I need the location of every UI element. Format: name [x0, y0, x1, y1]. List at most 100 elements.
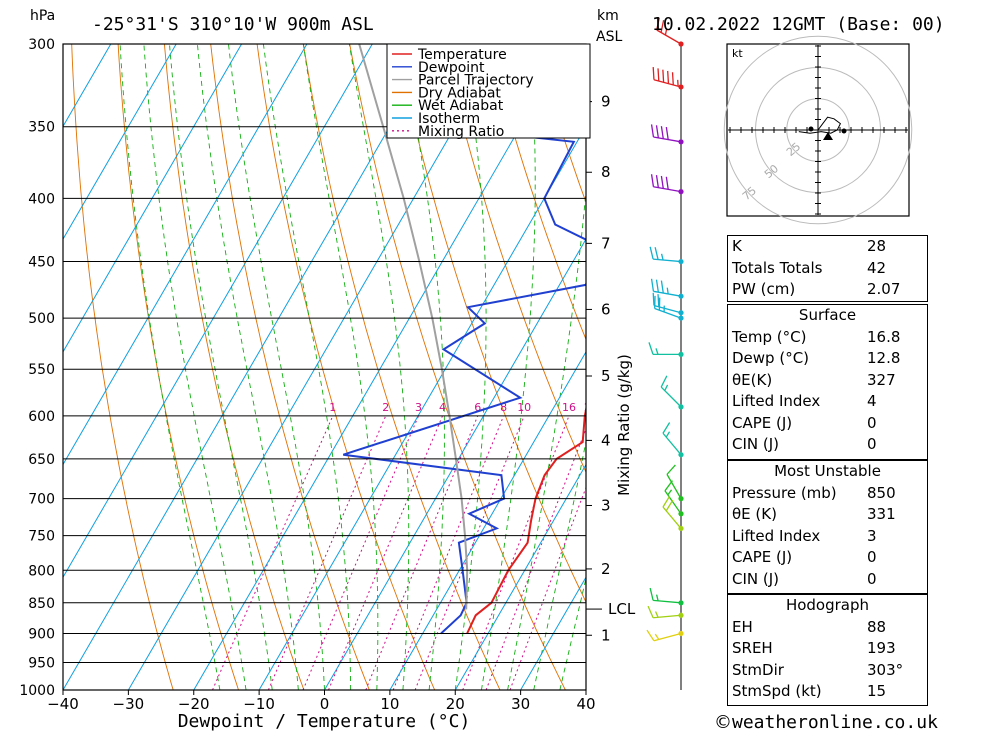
wet-adiabat-line	[262, 44, 352, 690]
wind-barb-flag	[657, 68, 660, 82]
hodograph-stats-panel: Hodograph EH 88 SREH 193 StmDir 303° StmSpd (k…	[727, 594, 928, 706]
row-label: Lifted Index	[732, 526, 821, 545]
wind-barb-dot	[678, 351, 684, 357]
surface-row: Lifted Index 4	[728, 391, 927, 413]
row-label: CAPE (J)	[732, 548, 793, 566]
wind-barb-staff	[653, 79, 682, 88]
wind-barb	[656, 17, 684, 47]
isotherm-line	[324, 238, 586, 690]
pressure-tick-label: 700	[28, 492, 55, 508]
mixing-ratio-line	[212, 415, 334, 690]
x-tick-label: 40	[576, 695, 595, 713]
surface-panel: Surface Temp (°C) 16.8 Dewp (°C) 12.8 θE(K) 3…	[727, 304, 928, 460]
wind-barb-flag	[655, 125, 659, 138]
most-unstable-row: θE (K) 331	[728, 504, 927, 526]
wind-barb-dot	[678, 258, 684, 265]
asl-label: ASL	[596, 29, 622, 45]
pressure-tick-label: 300	[28, 37, 55, 53]
indices-row: K 28	[728, 236, 927, 258]
mixing-ratio-label: 10	[517, 401, 531, 414]
row-value: 303°	[867, 660, 904, 679]
pressure-tick-label: 800	[28, 563, 55, 579]
hodograph-stats-title: Hodograph	[785, 596, 870, 614]
wind-barb-flag	[650, 124, 655, 138]
isotherm-line	[258, 125, 586, 690]
wind-barb-half-flag	[667, 489, 673, 496]
wind-barb-half-flag	[664, 28, 668, 36]
row-label: EH	[732, 617, 753, 636]
wind-barb-staff	[653, 186, 682, 193]
footer-copyright: ©weatheronline.co.uk	[714, 712, 938, 733]
wind-barb-flag	[657, 294, 660, 307]
row-label: θE(K)	[732, 370, 773, 389]
wind-barb-dot	[678, 612, 684, 618]
most-unstable-panel: Most Unstable Pressure (mb) 850 θE (K) 331 L…	[727, 460, 928, 594]
pressure-tick-label: 1000	[19, 683, 55, 699]
row-value: 42	[867, 258, 887, 277]
wind-barb-dot	[678, 600, 684, 606]
wind-barb-dot	[678, 41, 684, 47]
row-label: StmDir	[732, 660, 784, 679]
pressure-tick-label: 900	[28, 626, 55, 642]
isotherm-line	[63, 44, 177, 241]
pressure-tick-label: 850	[28, 596, 55, 612]
row-label: CAPE (J)	[732, 413, 793, 432]
row-label: Pressure (mb)	[732, 483, 837, 502]
wind-barb	[662, 422, 684, 458]
row-label: K	[732, 237, 742, 255]
dry-adiabat-line	[488, 44, 586, 341]
wind-barb-flag	[667, 70, 670, 84]
pressure-tick-label: 450	[28, 255, 55, 271]
hodograph-stats-row: EH 88	[728, 617, 927, 639]
most-unstable-row: Lifted Index 3	[728, 526, 927, 548]
pressure-tick-label: 750	[28, 529, 55, 545]
legend-item: Wet Adiabat	[418, 98, 504, 114]
wind-barb-flag	[660, 126, 664, 139]
wind-barb-flag	[660, 375, 668, 388]
dry-adiabat-line	[210, 44, 370, 690]
x-tick-label: 10	[380, 695, 399, 713]
x-tick-label: 0	[320, 695, 330, 713]
height-tick-label: 5	[601, 367, 611, 385]
row-value: 12.8	[867, 349, 901, 367]
height-tick-label: 9	[601, 93, 611, 111]
wet-adiabat-line	[507, 186, 586, 690]
wind-barb-flag	[662, 69, 665, 83]
wind-barb-flag	[649, 587, 654, 601]
row-label: θE (K)	[732, 505, 777, 523]
hodograph-stats-rows: EH 88 SREH 193 StmDir 303° StmSpd (kt) 15	[728, 617, 927, 703]
wind-barb-flag	[664, 480, 673, 492]
row-label: PW (cm)	[732, 280, 796, 298]
wind-barb	[660, 375, 684, 410]
hodograph-trace	[798, 116, 842, 134]
most-unstable-row: CAPE (J) 0	[728, 547, 927, 569]
legend-item: Mixing Ratio	[418, 124, 504, 140]
height-tick-label: 2	[601, 560, 611, 578]
wet-adiabat-line	[119, 44, 221, 690]
wind-barb-dot	[678, 189, 684, 195]
hodograph-marker	[841, 128, 847, 134]
row-label: SREH	[732, 639, 773, 657]
height-tick-label: 6	[601, 300, 611, 318]
height-tick-label: 7	[601, 234, 611, 252]
row-value: 4	[867, 392, 877, 410]
wet-adiabat-line	[143, 44, 247, 690]
wind-barb-staff	[662, 432, 682, 456]
dry-adiabat-line	[395, 44, 586, 604]
pressure-tick-label: 400	[28, 191, 55, 207]
wind-barb-flag	[662, 495, 671, 508]
wind-barb-flag	[671, 72, 674, 85]
wind-barb-half-flag	[666, 287, 669, 295]
pressure-tick-label: 950	[28, 655, 55, 671]
wind-barb-dot	[678, 315, 684, 321]
x-tick-label: 20	[446, 695, 465, 713]
legend-item: Isotherm	[418, 111, 480, 127]
row-label: Lifted Index	[732, 392, 821, 410]
wind-barb-flag	[650, 278, 655, 292]
most-unstable-title: Most Unstable	[774, 462, 881, 480]
row-value: 15	[867, 682, 887, 700]
isotherm-line	[520, 576, 586, 690]
wet-adiabat-line	[480, 44, 536, 690]
wind-barb-flag	[662, 422, 671, 434]
